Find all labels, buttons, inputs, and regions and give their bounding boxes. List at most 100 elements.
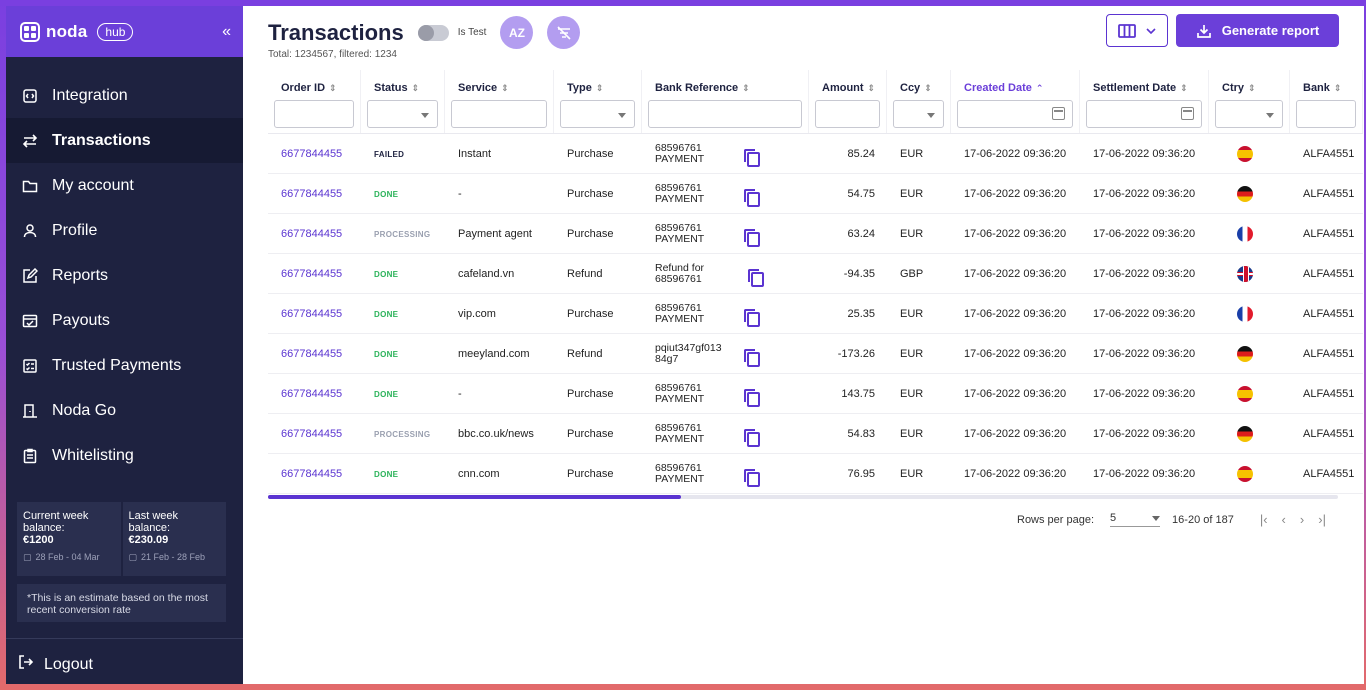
settlement-date-filter-date[interactable]: [1086, 100, 1202, 128]
ccy-sort[interactable]: Ccy ⇕: [893, 76, 944, 100]
table-row[interactable]: 6677844455 PROCESSING Payment agent Purc…: [268, 214, 1363, 254]
sidebar-nav: Integration Transactions My account Prof…: [6, 73, 243, 478]
sort-az-button[interactable]: AZ: [500, 16, 534, 49]
amount-filter-input[interactable]: [815, 100, 880, 128]
status-sort[interactable]: Status ⇕: [367, 76, 438, 100]
is-test-toggle[interactable]: [417, 24, 449, 41]
table-row[interactable]: 6677844455 DONE cnn.com Purchase 6859676…: [268, 454, 1363, 494]
order-id-link[interactable]: 6677844455: [281, 427, 343, 440]
service-sort[interactable]: Service ⇕: [451, 76, 547, 100]
order-id-link[interactable]: 6677844455: [281, 187, 343, 200]
table-row[interactable]: 6677844455 DONE vip.com Purchase 6859676…: [268, 294, 1363, 334]
type-sort[interactable]: Type ⇕: [560, 76, 635, 100]
ccy-filter-select[interactable]: [893, 100, 944, 128]
sort-az-icon: AZ: [508, 25, 525, 40]
status-badge: DONE: [374, 389, 399, 399]
order-id-link[interactable]: 6677844455: [281, 387, 343, 400]
amount-sort[interactable]: Amount ⇕: [815, 76, 880, 100]
type-cell: Purchase: [567, 307, 614, 320]
status-badge: DONE: [374, 189, 399, 199]
total-count: Total: 1234567, filtered: 1234: [268, 49, 397, 60]
service-filter-input[interactable]: [451, 100, 547, 128]
scrollbar-thumb[interactable]: [268, 495, 681, 499]
sidebar-item-transactions[interactable]: Transactions: [6, 118, 243, 163]
copy-icon[interactable]: [744, 228, 760, 247]
sort-icon: ⇕: [742, 82, 750, 93]
bank-filter-input[interactable]: [1296, 100, 1356, 128]
last-page-icon[interactable]: ›|: [1318, 512, 1326, 527]
currency-cell: EUR: [900, 307, 924, 320]
generate-report-button[interactable]: Generate report: [1176, 14, 1339, 47]
table-row[interactable]: 6677844455 DONE - Purchase 68596761 PAYM…: [268, 374, 1363, 414]
settlement-date-sort[interactable]: Settlement Date ⇕: [1086, 76, 1202, 100]
table-row[interactable]: 6677844455 DONE meeyland.com Refund pqiu…: [268, 334, 1363, 374]
columns-button[interactable]: [1106, 14, 1168, 47]
settlement-date-cell: 17-06-2022 09:36:20: [1093, 187, 1196, 200]
column-header-bank-reference: Bank Reference ⇕: [642, 70, 809, 133]
copy-icon[interactable]: [744, 308, 760, 327]
copy-icon[interactable]: [744, 188, 760, 207]
sidebar-item-trusted-payments[interactable]: Trusted Payments: [6, 343, 243, 388]
bank-reference-sort[interactable]: Bank Reference ⇕: [648, 76, 802, 100]
sidebar-item-label: Transactions: [52, 131, 151, 149]
calendar-icon: ▢: [128, 552, 138, 562]
status-badge: FAILED: [374, 149, 405, 159]
ctry-filter-select[interactable]: [1215, 100, 1283, 128]
sidebar-item-noda-go[interactable]: Noda Go: [6, 388, 243, 433]
copy-icon[interactable]: [748, 268, 764, 287]
service-cell: vip.com: [458, 307, 496, 320]
currency-cell: EUR: [900, 147, 924, 160]
sidebar-item-payouts[interactable]: Payouts: [6, 298, 243, 343]
table-row[interactable]: 6677844455 DONE cafeland.vn Refund Refun…: [268, 254, 1363, 294]
app-window: noda hub « Integration Transactions My a…: [6, 6, 1364, 684]
sidebar-item-integration[interactable]: Integration: [6, 73, 243, 118]
copy-icon[interactable]: [743, 348, 761, 367]
copy-icon[interactable]: [744, 148, 760, 167]
rows-per-page-select[interactable]: 5: [1110, 512, 1161, 527]
first-page-icon[interactable]: |‹: [1259, 512, 1268, 527]
ctry-sort[interactable]: Ctry ⇕: [1215, 76, 1283, 100]
order-id-link[interactable]: 6677844455: [281, 307, 343, 320]
transactions-table: Order ID ⇕ Status ⇕ Service ⇕ Type ⇕ Ban…: [268, 70, 1363, 494]
order-id-filter-input[interactable]: [274, 100, 354, 128]
flag-de-icon: [1237, 345, 1253, 362]
horizontal-scrollbar[interactable]: [268, 495, 1338, 499]
order-id-link[interactable]: 6677844455: [281, 227, 343, 240]
sidebar-item-my-account[interactable]: My account: [6, 163, 243, 208]
bank-sort[interactable]: Bank ⇕: [1296, 76, 1356, 100]
collapse-sidebar-icon[interactable]: «: [222, 22, 231, 40]
bank-cell: ALFA4551: [1303, 227, 1355, 240]
current-week-amount: €1200: [23, 534, 54, 546]
table-row[interactable]: 6677844455 PROCESSING bbc.co.uk/news Pur…: [268, 414, 1363, 454]
type-filter-select[interactable]: [560, 100, 635, 128]
order-id-link[interactable]: 6677844455: [281, 347, 343, 360]
clear-filter-button[interactable]: [547, 16, 581, 49]
status-badge: DONE: [374, 349, 399, 359]
created-date-sort[interactable]: Created Date ⌃: [957, 76, 1073, 100]
order-id-sort[interactable]: Order ID ⇕: [274, 76, 354, 100]
order-id-link[interactable]: 6677844455: [281, 467, 343, 480]
type-cell: Purchase: [567, 467, 614, 480]
order-id-link[interactable]: 6677844455: [281, 147, 343, 160]
sidebar-item-whitelisting[interactable]: Whitelisting: [6, 433, 243, 478]
order-id-link[interactable]: 6677844455: [281, 267, 343, 280]
logout-button[interactable]: Logout: [18, 654, 93, 675]
sort-icon: ⇕: [595, 82, 604, 93]
created-date-filter-date[interactable]: [957, 100, 1073, 128]
column-label: Status: [374, 82, 408, 94]
next-page-icon[interactable]: ›: [1299, 512, 1305, 527]
status-badge: DONE: [374, 269, 399, 279]
bank-reference-filter-input[interactable]: [648, 100, 802, 128]
table-row[interactable]: 6677844455 FAILED Instant Purchase 68596…: [268, 134, 1363, 174]
copy-icon[interactable]: [744, 388, 760, 407]
copy-icon[interactable]: [744, 428, 760, 447]
created-date-cell: 17-06-2022 09:36:20: [964, 267, 1067, 280]
sidebar-item-profile[interactable]: Profile: [6, 208, 243, 253]
status-filter-select[interactable]: [367, 100, 438, 128]
table-row[interactable]: 6677844455 DONE - Purchase 68596761 PAYM…: [268, 174, 1363, 214]
copy-icon[interactable]: [744, 468, 760, 487]
sidebar-item-reports[interactable]: Reports: [6, 253, 243, 298]
prev-page-icon[interactable]: ‹: [1281, 512, 1286, 527]
logo[interactable]: noda hub: [20, 21, 134, 42]
settlement-date-cell: 17-06-2022 09:36:20: [1093, 147, 1196, 160]
